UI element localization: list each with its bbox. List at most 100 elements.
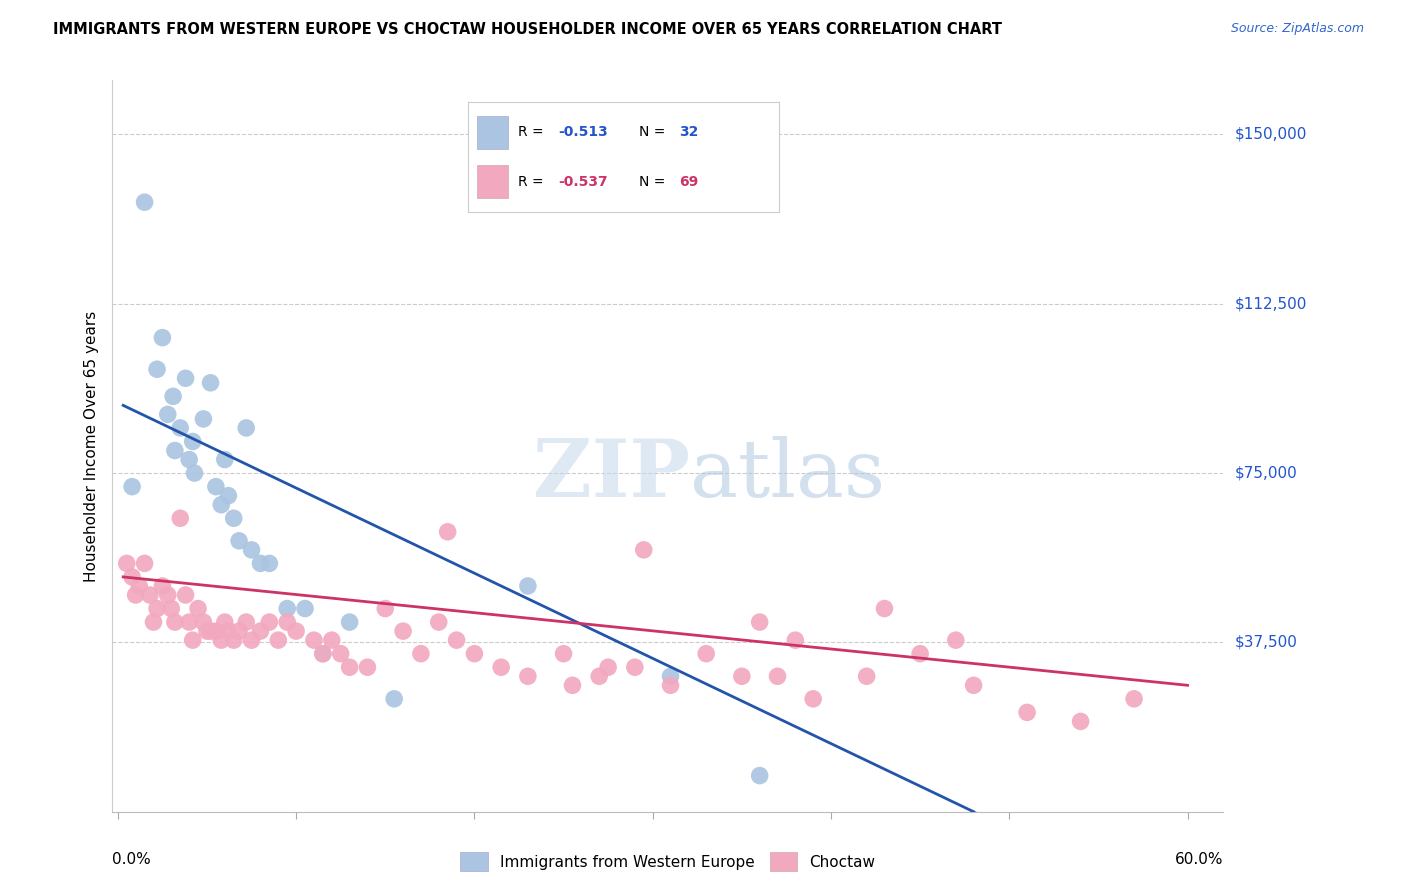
- Point: [134, 557, 156, 571]
- Point: [249, 557, 271, 571]
- Point: [659, 669, 682, 683]
- Point: [1017, 706, 1039, 720]
- Legend: Immigrants from Western Europe, Choctaw: Immigrants from Western Europe, Choctaw: [454, 847, 882, 877]
- Point: [121, 570, 143, 584]
- Point: [624, 660, 647, 674]
- Point: [228, 533, 250, 548]
- Point: [156, 408, 179, 422]
- Point: [588, 669, 610, 683]
- Point: [873, 601, 896, 615]
- Point: [321, 633, 343, 648]
- Point: [489, 660, 512, 674]
- Point: [235, 615, 257, 629]
- Point: [392, 624, 415, 639]
- Point: [195, 624, 218, 639]
- Point: [785, 633, 807, 648]
- Point: [339, 660, 361, 674]
- Point: [436, 524, 458, 539]
- Text: 60.0%: 60.0%: [1175, 852, 1223, 867]
- Point: [1123, 691, 1146, 706]
- Point: [200, 624, 222, 639]
- Point: [240, 542, 263, 557]
- Point: [146, 601, 169, 615]
- Point: [1070, 714, 1092, 729]
- Y-axis label: Householder Income Over 65 years: Householder Income Over 65 years: [83, 310, 98, 582]
- Point: [427, 615, 450, 629]
- Point: [209, 633, 232, 648]
- Text: $75,000: $75,000: [1234, 466, 1298, 481]
- Point: [374, 601, 396, 615]
- Text: atlas: atlas: [690, 436, 886, 515]
- Point: [214, 452, 236, 467]
- Point: [217, 624, 239, 639]
- Point: [181, 434, 204, 449]
- Point: [659, 678, 682, 692]
- Point: [217, 489, 239, 503]
- Point: [409, 647, 432, 661]
- Point: [516, 669, 538, 683]
- Point: [156, 588, 179, 602]
- Point: [276, 615, 298, 629]
- Point: [152, 331, 174, 345]
- Point: [945, 633, 967, 648]
- Point: [312, 647, 335, 661]
- Point: [446, 633, 468, 648]
- Text: IMMIGRANTS FROM WESTERN EUROPE VS CHOCTAW HOUSEHOLDER INCOME OVER 65 YEARS CORRE: IMMIGRANTS FROM WESTERN EUROPE VS CHOCTA…: [53, 22, 1002, 37]
- Text: ZIP: ZIP: [533, 436, 690, 515]
- Text: $112,500: $112,500: [1234, 296, 1306, 311]
- Point: [183, 466, 205, 480]
- Point: [516, 579, 538, 593]
- Point: [240, 633, 263, 648]
- Point: [228, 624, 250, 639]
- Point: [115, 557, 138, 571]
- Point: [695, 647, 717, 661]
- Point: [855, 669, 877, 683]
- Point: [553, 647, 575, 661]
- Point: [329, 647, 352, 661]
- Text: 0.0%: 0.0%: [112, 852, 152, 867]
- Point: [214, 615, 236, 629]
- Point: [163, 443, 186, 458]
- Point: [235, 421, 257, 435]
- Point: [356, 660, 378, 674]
- Point: [174, 588, 197, 602]
- Point: [463, 647, 485, 661]
- Point: [205, 624, 228, 639]
- Text: Source: ZipAtlas.com: Source: ZipAtlas.com: [1230, 22, 1364, 36]
- Point: [146, 362, 169, 376]
- Point: [259, 615, 281, 629]
- Point: [193, 615, 215, 629]
- Point: [302, 633, 325, 648]
- Point: [962, 678, 984, 692]
- Point: [142, 615, 165, 629]
- Point: [200, 376, 222, 390]
- Point: [169, 511, 191, 525]
- Point: [209, 498, 232, 512]
- Point: [160, 601, 183, 615]
- Point: [908, 647, 931, 661]
- Point: [205, 480, 228, 494]
- Text: $37,500: $37,500: [1234, 635, 1298, 650]
- Point: [187, 601, 209, 615]
- Point: [339, 615, 361, 629]
- Point: [294, 601, 316, 615]
- Point: [152, 579, 174, 593]
- Point: [748, 615, 770, 629]
- Point: [633, 542, 655, 557]
- Point: [174, 371, 197, 385]
- Point: [382, 691, 405, 706]
- Point: [162, 389, 184, 403]
- Point: [169, 421, 191, 435]
- Point: [267, 633, 290, 648]
- Point: [222, 633, 245, 648]
- Point: [276, 601, 298, 615]
- Point: [193, 412, 215, 426]
- Point: [181, 633, 204, 648]
- Point: [259, 557, 281, 571]
- Point: [801, 691, 824, 706]
- Point: [598, 660, 620, 674]
- Point: [312, 647, 335, 661]
- Point: [179, 615, 201, 629]
- Point: [222, 511, 245, 525]
- Text: $150,000: $150,000: [1234, 127, 1306, 142]
